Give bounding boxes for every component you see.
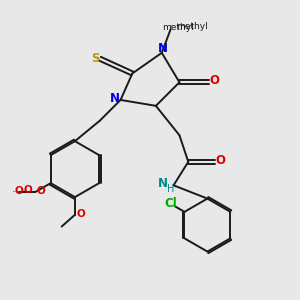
Text: O: O bbox=[37, 186, 46, 196]
Text: O: O bbox=[215, 154, 225, 167]
Text: methyl: methyl bbox=[176, 22, 208, 31]
Text: N: N bbox=[110, 92, 120, 105]
Text: methoxy: methoxy bbox=[22, 190, 28, 191]
Text: methyl: methyl bbox=[162, 23, 194, 32]
Text: N: N bbox=[158, 177, 168, 190]
Text: methyl: methyl bbox=[169, 25, 175, 26]
Text: O: O bbox=[209, 74, 219, 87]
Text: Cl: Cl bbox=[164, 197, 177, 210]
Text: H: H bbox=[167, 184, 174, 194]
Text: O: O bbox=[15, 186, 24, 196]
Text: methoxy: methoxy bbox=[13, 190, 20, 192]
Text: O: O bbox=[24, 185, 32, 196]
Text: N: N bbox=[158, 42, 168, 55]
Text: S: S bbox=[91, 52, 100, 65]
Text: O: O bbox=[76, 209, 85, 219]
